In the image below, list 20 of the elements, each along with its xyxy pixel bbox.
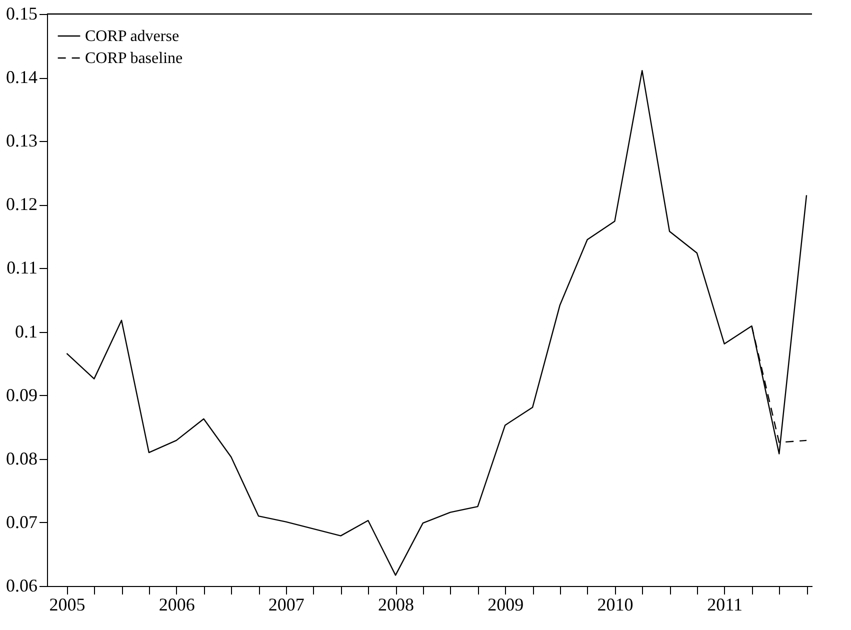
legend-label: CORP adverse — [85, 28, 180, 45]
x-tick-label: 2006 — [158, 594, 195, 614]
legend-label: CORP baseline — [85, 50, 183, 67]
y-tick-label: 0.11 — [6, 258, 38, 278]
x-tick-label: 2010 — [597, 594, 634, 614]
y-tick-label: 0.12 — [6, 194, 38, 214]
x-tick-label: 2007 — [268, 594, 304, 614]
x-tick-label: 2009 — [488, 594, 524, 614]
y-tick-label: 0.14 — [6, 67, 38, 88]
x-tick-label: 2011 — [707, 594, 742, 614]
y-tick-label: 0.06 — [6, 576, 38, 596]
y-tick-label: 0.13 — [6, 130, 38, 151]
x-tick-label: 2008 — [378, 594, 414, 614]
y-tick-label: 0.08 — [6, 448, 38, 468]
line-series — [66, 70, 808, 576]
y-tick-label: 0.09 — [6, 384, 38, 405]
y-tick-label: 0.1 — [15, 321, 38, 342]
y-tick-label: 0.15 — [6, 4, 38, 24]
y-tick-label: 0.07 — [6, 512, 38, 532]
x-tick-label: 2005 — [49, 594, 86, 614]
